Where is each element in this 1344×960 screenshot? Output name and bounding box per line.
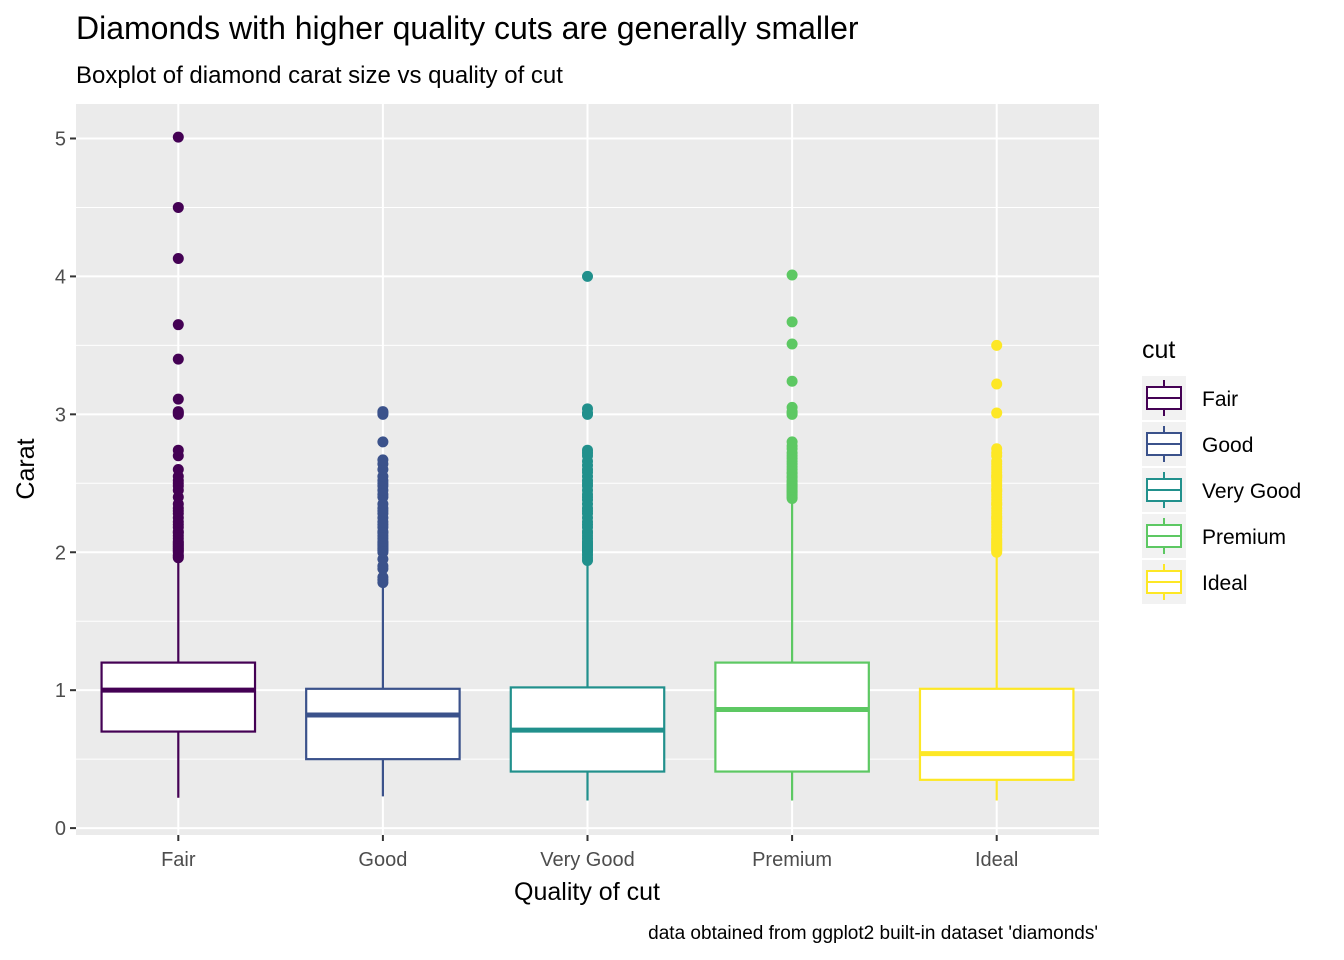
outlier-point bbox=[172, 319, 184, 331]
outlier-point bbox=[991, 339, 1003, 351]
legend-label: Fair bbox=[1202, 388, 1238, 411]
outlier-point bbox=[377, 406, 389, 418]
x-axis-title: Quality of cut bbox=[514, 878, 660, 906]
outlier-point bbox=[172, 201, 184, 213]
y-axis-title: Carat bbox=[12, 438, 40, 499]
boxes-layer bbox=[100, 131, 1075, 801]
outlier-point bbox=[786, 269, 798, 281]
chart-caption: data obtained from ggplot2 built-in data… bbox=[648, 923, 1098, 944]
legend-item-fair: Fair bbox=[1142, 376, 1238, 420]
y-tick-label: 3 bbox=[55, 404, 66, 426]
y-tick-label: 0 bbox=[55, 818, 66, 840]
outlier-point bbox=[172, 353, 184, 365]
y-tick-label: 5 bbox=[55, 128, 66, 150]
box bbox=[714, 661, 870, 773]
boxplot-ideal bbox=[918, 339, 1075, 801]
outlier-point bbox=[377, 571, 389, 583]
outlier-point bbox=[786, 375, 798, 387]
legend-item-good: Good bbox=[1142, 422, 1253, 466]
legend-item-premium: Premium bbox=[1142, 514, 1286, 558]
boxplot-fair bbox=[100, 131, 257, 798]
legend-label: Very Good bbox=[1202, 480, 1301, 503]
box bbox=[305, 687, 461, 761]
legend: cut Fair Good Very Good Premium Ideal bbox=[1142, 336, 1301, 604]
outlier-point bbox=[172, 406, 184, 418]
axis-ticks: 0 1 2 3 4 5 Fair Good Very Good Premium Ideal bbox=[55, 128, 1019, 871]
outlier-point bbox=[377, 436, 389, 448]
outlier-point bbox=[991, 443, 1003, 455]
x-tick-label: Fair bbox=[161, 849, 196, 871]
chart-subtitle: Boxplot of diamond carat size vs quality… bbox=[76, 62, 563, 89]
outlier-point bbox=[991, 378, 1003, 390]
x-tick-label: Good bbox=[358, 849, 407, 871]
outlier-point bbox=[172, 464, 184, 475]
boxplot-good bbox=[305, 406, 461, 797]
legend-item-very-good: Very Good bbox=[1142, 468, 1301, 512]
legend-label: Good bbox=[1202, 434, 1253, 457]
outlier-point bbox=[582, 444, 593, 456]
outlier-point bbox=[786, 401, 798, 413]
boxplot-premium bbox=[714, 269, 870, 801]
outlier-point bbox=[582, 403, 593, 415]
legend-items: Fair Good Very Good Premium Ideal bbox=[1142, 376, 1301, 604]
outlier-point bbox=[377, 454, 389, 466]
outlier-point bbox=[172, 444, 184, 456]
outlier-point bbox=[991, 407, 1003, 419]
legend-label: Premium bbox=[1202, 526, 1286, 549]
box bbox=[100, 661, 257, 733]
outlier-point bbox=[172, 252, 184, 264]
legend-title: cut bbox=[1142, 336, 1175, 364]
box bbox=[918, 687, 1075, 781]
legend-item-ideal: Ideal bbox=[1142, 560, 1248, 604]
outlier-point bbox=[582, 270, 593, 282]
outlier-point bbox=[172, 393, 184, 405]
y-tick-label: 2 bbox=[55, 542, 66, 564]
legend-label: Ideal bbox=[1202, 572, 1248, 595]
boxplot-very-good bbox=[509, 270, 666, 801]
chart-title: Diamonds with higher quality cuts are ge… bbox=[76, 10, 859, 46]
y-tick-label: 4 bbox=[55, 266, 66, 288]
outlier-point bbox=[786, 436, 798, 448]
outlier-point bbox=[786, 316, 798, 328]
x-tick-label: Premium bbox=[752, 849, 832, 871]
outlier-point bbox=[786, 338, 798, 350]
outlier-point bbox=[172, 131, 184, 143]
y-tick-label: 1 bbox=[55, 680, 66, 702]
x-tick-label: Very Good bbox=[540, 849, 635, 871]
x-tick-label: Ideal bbox=[975, 849, 1018, 871]
